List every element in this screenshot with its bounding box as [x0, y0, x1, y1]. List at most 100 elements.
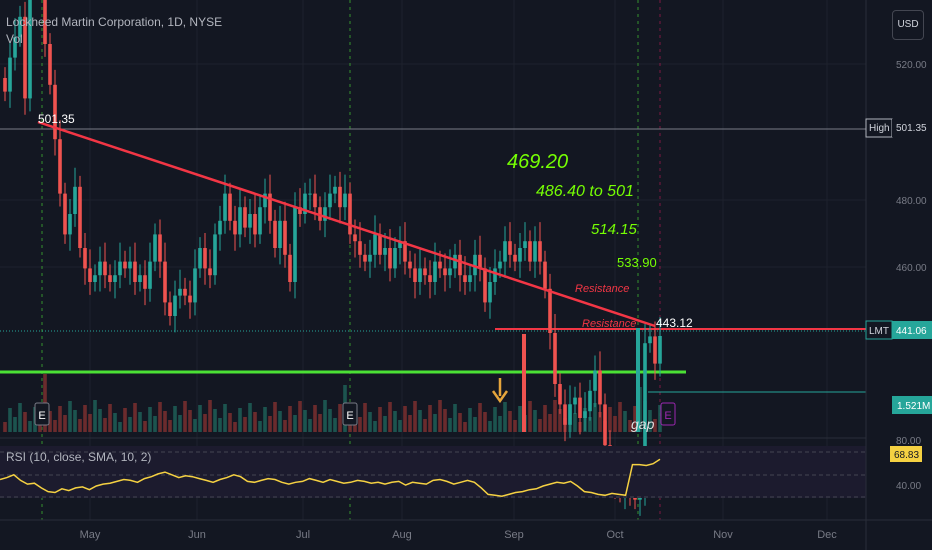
candle-body [233, 220, 237, 235]
volume-bar [658, 405, 662, 432]
volume-bar [423, 419, 427, 432]
volume-bar [473, 417, 477, 432]
volume-bar [148, 407, 152, 432]
rsi-band [0, 446, 888, 498]
candle-body [8, 57, 12, 92]
candle-body [128, 261, 132, 269]
volume-bar [653, 419, 657, 432]
down-arrow-icon [491, 378, 509, 404]
candle-body [143, 275, 147, 289]
candle-body [373, 234, 377, 255]
volume-bar [223, 404, 227, 432]
candle-body [483, 268, 487, 303]
candle-body [493, 268, 497, 283]
volume-bar [608, 407, 612, 432]
rsi-panel [0, 446, 888, 498]
volume-bar [358, 417, 362, 432]
candle-body [583, 411, 587, 419]
candle-body [388, 248, 392, 269]
volume-bar [498, 416, 502, 432]
volume-bar [633, 406, 637, 432]
volume-bar [13, 417, 17, 432]
candle-body [448, 268, 452, 276]
candle-body [648, 336, 652, 344]
high-tag-value: 501.35 [896, 123, 927, 134]
volume-bar [93, 400, 97, 432]
volume-bar [253, 412, 257, 432]
earnings-marker-icon[interactable] [342, 402, 358, 426]
candle-body [263, 193, 267, 208]
candle-body [343, 193, 347, 208]
time-axis-label: Sep [504, 529, 524, 541]
candle-body [408, 261, 412, 269]
volume-bar [548, 414, 552, 432]
candle-body [188, 295, 192, 303]
candle-body [148, 261, 152, 289]
candle-body [298, 207, 302, 215]
candle-body [568, 404, 572, 425]
rsi-tick: 80.00 [896, 436, 921, 447]
candle-body [518, 248, 522, 262]
candle-body [333, 186, 337, 194]
volume-bar [468, 408, 472, 432]
candle-body [138, 275, 142, 283]
volume-label: Vol [6, 32, 23, 46]
candle-body [443, 268, 447, 276]
earnings-marker-icon[interactable] [34, 402, 50, 426]
volume-bar [538, 419, 542, 432]
volume-bars [3, 374, 662, 432]
candle-body [323, 207, 327, 221]
volume-bar [203, 414, 207, 432]
candle-body [218, 220, 222, 235]
candle-body [573, 397, 577, 405]
volume-tag-box [892, 396, 932, 414]
candle-body [428, 275, 432, 283]
volume-bar [283, 420, 287, 432]
volume-bar [553, 400, 557, 432]
candle-body [478, 254, 482, 269]
candle-body [498, 261, 502, 269]
volume-bar [368, 412, 372, 432]
volume-bar [348, 422, 352, 432]
candle-body [123, 261, 127, 269]
gap-up-bar [636, 328, 640, 432]
candle-body [178, 288, 182, 296]
volume-bar [333, 418, 337, 432]
volume-bar [328, 409, 332, 432]
volume-bar [413, 401, 417, 432]
time-axis-label: Aug [392, 529, 412, 541]
volume-bar [273, 402, 277, 432]
volume-bar [128, 417, 132, 432]
rsi-tick: 40.00 [896, 481, 921, 492]
candle-body [528, 241, 532, 262]
candle-body [303, 193, 307, 215]
volume-bar [138, 412, 142, 432]
candle-body [93, 275, 97, 283]
earnings-marker-icon[interactable] [660, 402, 676, 426]
candle-body [423, 268, 427, 276]
candle-body [533, 241, 537, 262]
price-scale-bg [866, 0, 932, 550]
volume-bar [453, 404, 457, 432]
currency-button[interactable]: USD [892, 10, 924, 40]
volume-bar [448, 418, 452, 432]
candle-body [183, 288, 187, 296]
candle-body [553, 333, 557, 385]
resistance-label: Resistance [575, 283, 629, 295]
volume-bar [443, 409, 447, 432]
candle-body [368, 254, 372, 262]
candle-body [378, 234, 382, 255]
volume-bar [183, 401, 187, 432]
candle-body [598, 370, 602, 405]
candle-body [193, 268, 197, 303]
gap-label: gap [631, 416, 655, 432]
candle-body [308, 193, 312, 195]
volume-bar [98, 409, 102, 432]
earnings-marker-label: E [38, 410, 45, 422]
high-tag-value-box [892, 119, 932, 137]
volume-bar [508, 411, 512, 432]
candle-body [63, 193, 67, 235]
candle-body [83, 248, 87, 269]
